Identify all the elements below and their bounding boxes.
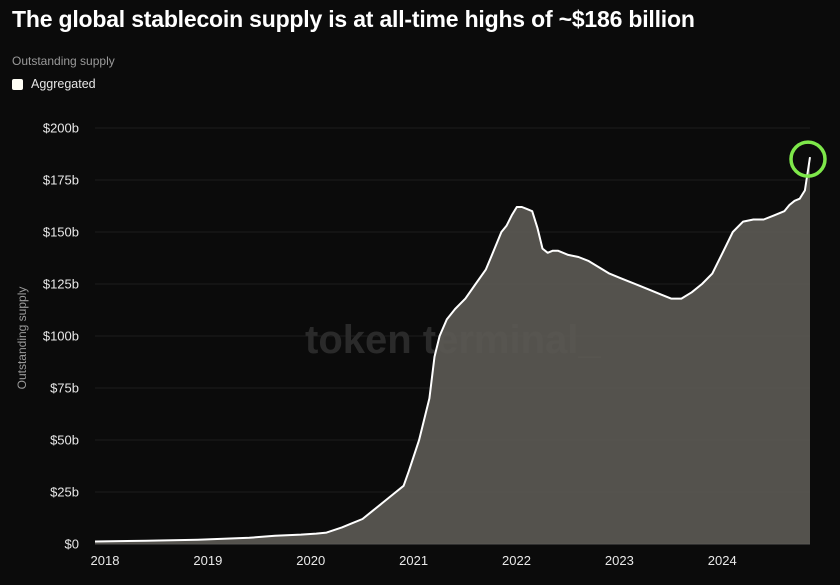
- supply-area: [95, 157, 810, 544]
- x-axis-ticks: 2018 2019 2020 2021 2022 2023 2024: [91, 553, 737, 568]
- ath-highlight-circle: [789, 140, 827, 178]
- y-tick-label: $25b: [50, 485, 79, 500]
- y-tick-label: $175b: [43, 173, 79, 188]
- y-tick-label: $50b: [50, 433, 79, 448]
- x-tick-label: 2020: [296, 553, 325, 568]
- x-tick-label: 2019: [193, 553, 222, 568]
- chart-subtitle: Outstanding supply: [12, 54, 115, 68]
- chart-title: The global stablecoin supply is at all-t…: [12, 6, 695, 32]
- y-tick-label: $75b: [50, 381, 79, 396]
- y-tick-label: $125b: [43, 277, 79, 292]
- y-tick-label: $200b: [43, 121, 79, 136]
- y-tick-label: $150b: [43, 225, 79, 240]
- x-tick-label: 2023: [605, 553, 634, 568]
- x-tick-label: 2021: [399, 553, 428, 568]
- legend: Aggregated: [12, 77, 96, 91]
- supply-line: [94, 156, 811, 543]
- x-tick-label: 2022: [502, 553, 531, 568]
- y-axis-ticks: $0 $25b $50b $75b $100b $125b $150b $175b $200b: [43, 121, 79, 552]
- legend-swatch: [12, 78, 23, 90]
- legend-label: Aggregated: [31, 77, 96, 91]
- x-tick-label: 2024: [708, 553, 737, 568]
- y-tick-label: $100b: [43, 329, 79, 344]
- x-tick-label: 2018: [91, 553, 120, 568]
- y-tick-label: $0: [65, 537, 79, 552]
